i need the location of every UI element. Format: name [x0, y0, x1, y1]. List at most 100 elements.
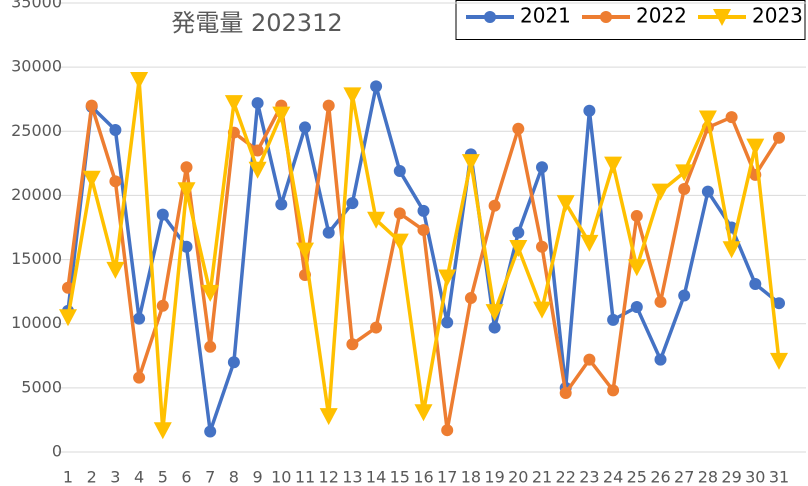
x-tick-label: 12 [319, 468, 339, 486]
marker [296, 242, 314, 260]
marker [109, 175, 122, 188]
marker [417, 224, 430, 237]
marker [583, 104, 596, 117]
marker [509, 240, 528, 258]
x-tick-label: 8 [229, 468, 239, 486]
x-tick-label: 30 [745, 468, 765, 486]
x-tick-label: 29 [721, 468, 741, 486]
x-tick-label: 26 [650, 468, 670, 486]
legend-label: 2023 [752, 4, 803, 28]
marker [749, 277, 762, 290]
marker [488, 321, 501, 334]
marker [675, 164, 694, 182]
marker [417, 204, 430, 217]
marker [698, 110, 717, 128]
y-tick-label: 25000 [11, 121, 62, 140]
marker [177, 182, 196, 200]
marker [630, 209, 643, 222]
marker [180, 161, 193, 174]
marker [627, 259, 646, 277]
marker [536, 240, 548, 253]
marker [59, 309, 77, 327]
marker [607, 384, 620, 397]
marker [580, 234, 599, 252]
marker [272, 106, 291, 124]
legend-marker [713, 9, 731, 26]
marker [607, 313, 620, 326]
marker [204, 425, 217, 438]
x-tick-label: 20 [508, 468, 528, 486]
marker [85, 99, 98, 112]
y-tick-label: 5000 [21, 377, 62, 396]
legend-marker [600, 11, 612, 23]
marker [370, 321, 383, 334]
x-tick-label: 1 [63, 468, 73, 486]
y-tick-label: 15000 [11, 249, 62, 268]
marker [654, 295, 667, 308]
x-tick-label: 17 [437, 468, 457, 486]
y-tick-label: 20000 [11, 185, 62, 204]
marker [251, 97, 264, 110]
marker [630, 301, 643, 314]
marker [678, 183, 691, 196]
marker [299, 121, 311, 134]
marker [390, 233, 409, 251]
marker [180, 240, 193, 253]
marker [251, 144, 264, 157]
marker [746, 138, 765, 156]
x-tick-label: 18 [461, 468, 481, 486]
marker [367, 211, 386, 229]
x-tick-label: 6 [181, 468, 191, 486]
x-tick-label: 16 [413, 468, 433, 486]
marker [651, 183, 670, 201]
legend-marker [484, 11, 496, 23]
marker [678, 289, 691, 302]
marker [343, 87, 362, 105]
x-tick-label: 24 [603, 468, 623, 486]
marker [722, 241, 741, 259]
marker [773, 297, 785, 310]
x-tick-label: 11 [295, 468, 315, 486]
marker [556, 195, 575, 213]
marker [227, 356, 240, 369]
x-tick-label: 5 [158, 468, 168, 486]
marker [512, 122, 525, 135]
x-tick-label: 7 [205, 468, 215, 486]
marker [346, 338, 359, 351]
marker [512, 226, 525, 239]
x-tick-label: 14 [366, 468, 386, 486]
x-tick-label: 25 [627, 468, 647, 486]
marker [248, 161, 267, 179]
marker [201, 284, 220, 302]
marker [156, 208, 169, 221]
marker [701, 185, 714, 198]
marker [133, 371, 146, 384]
marker [604, 156, 623, 174]
marker [319, 408, 338, 426]
marker [153, 422, 172, 440]
marker [393, 207, 406, 220]
marker [485, 304, 504, 322]
marker [464, 292, 477, 305]
marker [370, 80, 383, 93]
x-tick-label: 22 [556, 468, 576, 486]
marker [322, 226, 335, 239]
x-tick-label: 3 [110, 468, 120, 486]
x-tick-label: 27 [674, 468, 694, 486]
x-tick-label: 13 [342, 468, 362, 486]
marker [583, 353, 596, 366]
x-tick-label: 10 [271, 468, 291, 486]
marker [156, 299, 169, 312]
legend-label: 2022 [636, 4, 687, 28]
marker [346, 197, 359, 210]
marker [536, 161, 548, 174]
marker [82, 170, 101, 188]
marker [393, 165, 406, 178]
x-tick-label: 23 [579, 468, 599, 486]
marker [654, 353, 667, 366]
x-tick-label: 19 [484, 468, 504, 486]
marker [106, 261, 125, 279]
x-tick-label: 4 [134, 468, 144, 486]
